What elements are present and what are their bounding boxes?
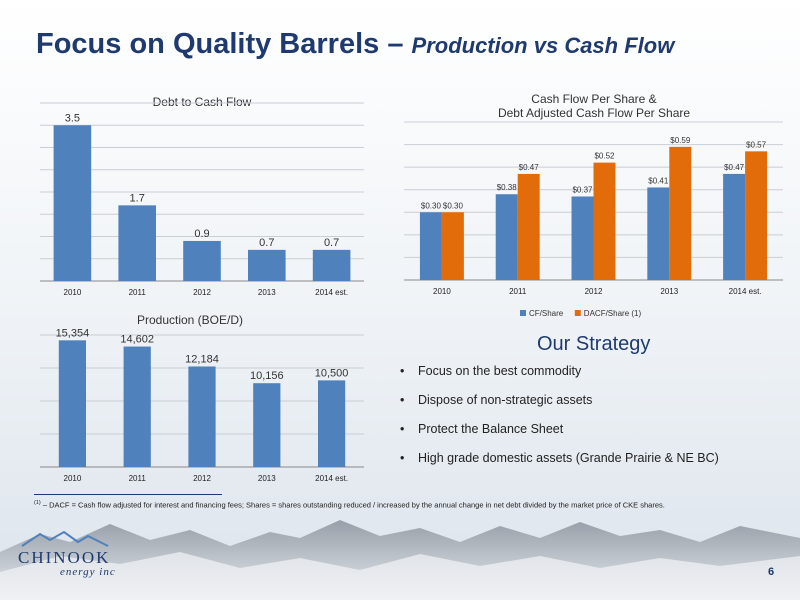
bar (188, 366, 216, 467)
legend-swatch (574, 310, 581, 316)
strategy-item-text: High grade domestic assets (Grande Prair… (418, 451, 719, 465)
x-tick-label: 2013 (258, 288, 276, 297)
bar (495, 194, 518, 280)
data-label: 0.9 (194, 228, 209, 240)
strategy-item: • High grade domestic assets (Grande Prai… (400, 451, 719, 480)
data-label: $0.47 (724, 163, 745, 172)
bar (517, 173, 540, 280)
legend-label: DACF/Share (1) (584, 309, 642, 318)
strategy-item-text: Focus on the best commodity (418, 364, 582, 378)
data-label: 10,500 (315, 367, 349, 379)
bar (723, 173, 746, 280)
title-main: Focus on Quality Barrels – (36, 28, 404, 60)
strategy-item-text: Dispose of non-strategic assets (418, 393, 593, 407)
x-tick-label: 2011 (129, 474, 147, 483)
strategy-item: • Dispose of non-strategic assets (400, 393, 719, 422)
data-label: 0.7 (324, 237, 339, 249)
bar (441, 212, 464, 280)
production-chart: Production (BOE/D) 15,354 14,602 12,184 10,1… (40, 313, 364, 483)
chart-title: Cash Flow Per Share & (531, 92, 656, 106)
chinook-logo-icon (21, 530, 109, 547)
bar (745, 151, 768, 280)
page-number: 6 (768, 566, 775, 578)
x-tick-label: 2012 (193, 474, 211, 483)
slide-title: Focus on Quality Barrels – Production vs… (36, 28, 674, 61)
bar (312, 249, 351, 281)
x-tick-label: 2012 (193, 288, 211, 297)
data-label: $0.30 (443, 201, 464, 210)
bar (669, 146, 692, 280)
data-label: 1.7 (130, 192, 145, 204)
data-label: 10,156 (250, 370, 284, 382)
bar (593, 162, 616, 280)
x-tick-label: 2012 (585, 287, 603, 296)
legend-swatch (520, 310, 526, 316)
data-label: $0.59 (670, 136, 691, 145)
data-label: 0.7 (259, 237, 274, 249)
bar (571, 196, 594, 280)
data-label: $0.38 (497, 183, 518, 192)
data-label: 12,184 (185, 353, 219, 365)
strategy-list: • Focus on the best commodity • Dispose of… (400, 364, 719, 480)
data-label: 15,354 (56, 327, 90, 339)
chart-title: Debt to Cash Flow (153, 95, 252, 109)
footnote-divider (34, 494, 222, 495)
bar (53, 125, 92, 281)
data-label: $0.37 (572, 185, 593, 194)
data-label: $0.52 (594, 152, 615, 161)
cash-flow-per-share-chart: Cash Flow Per Share &Debt Adjusted Cash … (404, 92, 783, 318)
strategy-item: • Protect the Balance Sheet (400, 422, 719, 451)
bar (419, 212, 442, 280)
data-label: 14,602 (120, 334, 154, 346)
x-tick-label: 2014 est. (315, 474, 348, 483)
x-tick-label: 2013 (258, 474, 276, 483)
strategy-title: Our Strategy (537, 333, 651, 355)
chart-title: Debt Adjusted Cash Flow Per Share (498, 106, 690, 120)
logo-name: CHINOOK (18, 548, 111, 567)
data-label: $0.57 (746, 140, 767, 149)
bar (123, 346, 151, 467)
data-label: $0.47 (519, 163, 540, 172)
data-label: $0.30 (421, 201, 442, 210)
strategy-item-text: Protect the Balance Sheet (418, 422, 564, 436)
bar (253, 383, 281, 467)
bar (58, 340, 87, 467)
data-label: $0.41 (648, 176, 669, 185)
footnote-text: – DACF = Cash flow adjusted for interest… (40, 500, 665, 510)
title-subtitle: Production vs Cash Flow (411, 33, 675, 58)
footnote-marker: (1) (34, 500, 41, 506)
bullet-icon: • (400, 451, 405, 465)
bar (183, 240, 221, 281)
bar (248, 249, 286, 281)
bar (317, 380, 346, 467)
x-tick-label: 2013 (660, 287, 678, 296)
bar (118, 205, 156, 281)
bullet-icon: • (400, 364, 405, 378)
debt-to-cash-flow-chart: Debt to Cash Flow 3.5 1.7 0.9 0.7 0.7 2010 2011… (40, 95, 364, 297)
x-tick-label: 2011 (129, 288, 147, 297)
legend-label: CF/Share (529, 309, 564, 318)
chart-title: Production (BOE/D) (137, 313, 243, 327)
mountain-landscape-image (0, 520, 800, 600)
x-tick-label: 2010 (433, 287, 451, 296)
x-tick-label: 2011 (509, 287, 527, 296)
bullet-icon: • (400, 393, 405, 407)
bullet-icon: • (400, 422, 405, 436)
x-tick-label: 2010 (64, 288, 82, 297)
strategy-item: • Focus on the best commodity (400, 364, 719, 393)
bar (647, 187, 670, 280)
data-label: 3.5 (65, 112, 80, 124)
footnote: (1) – DACF = Cash flow adjusted for inte… (34, 500, 779, 510)
x-tick-label: 2010 (64, 474, 82, 483)
x-tick-label: 2014 est. (315, 288, 348, 297)
x-tick-label: 2014 est. (729, 287, 762, 296)
logo-subtitle: energy inc (60, 566, 116, 578)
